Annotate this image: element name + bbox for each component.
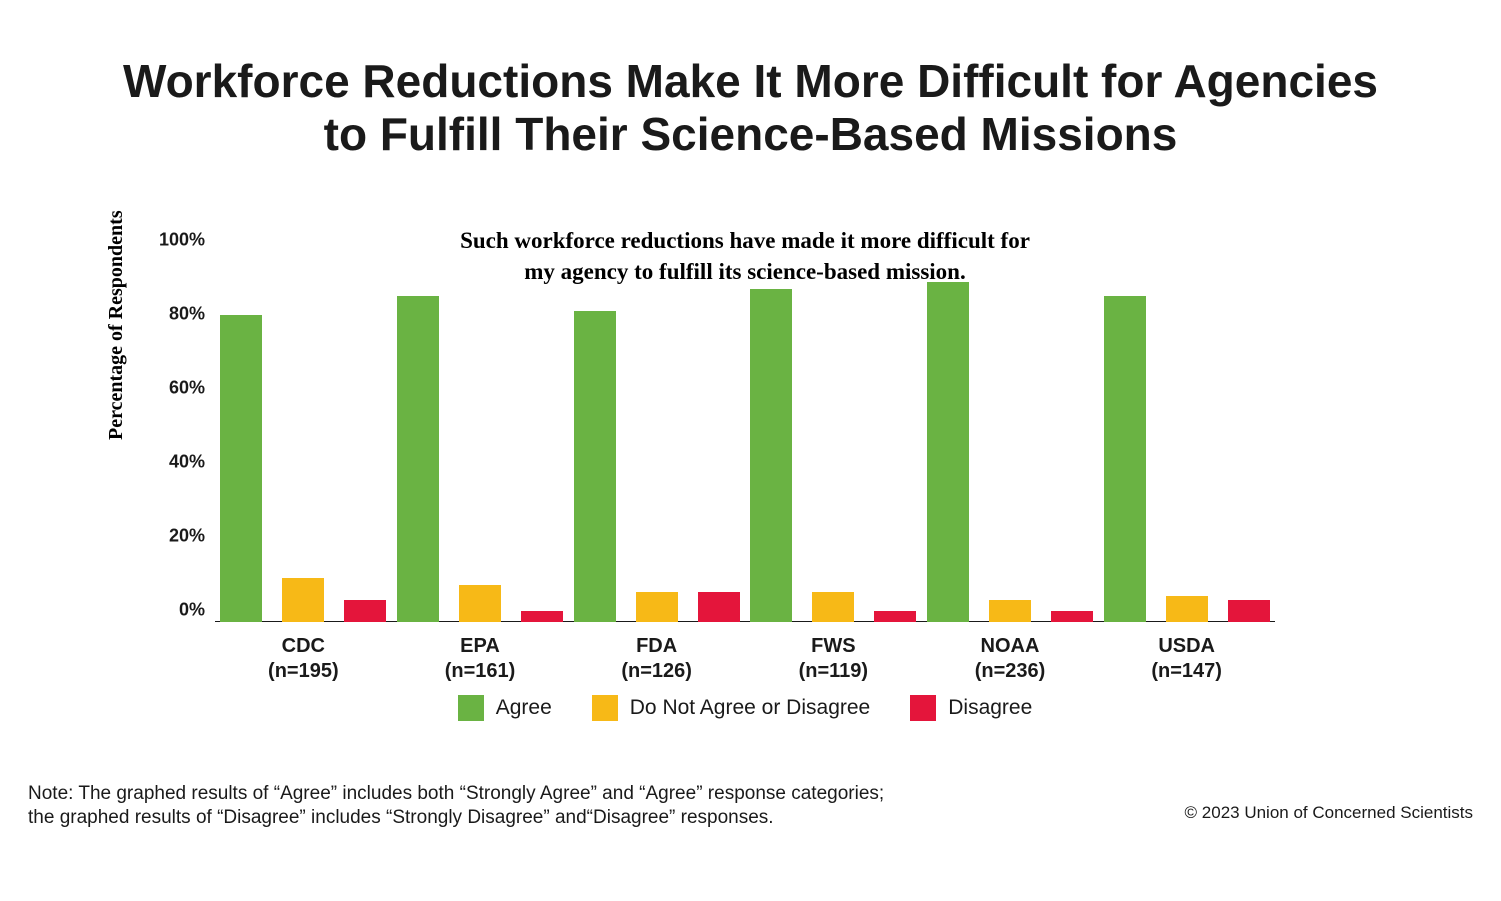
- category-group: FDA(n=126): [569, 252, 745, 622]
- bar-neutral: [459, 585, 501, 622]
- x-axis-label: CDC(n=195): [215, 622, 391, 684]
- legend-label: Agree: [496, 696, 552, 720]
- y-tick: 0%: [179, 600, 205, 621]
- legend-swatch: [910, 695, 936, 721]
- bar-agree: [927, 282, 969, 622]
- bar-agree: [750, 289, 792, 622]
- legend-item: Agree: [458, 695, 552, 721]
- x-axis-label: FWS(n=119): [745, 622, 921, 684]
- footnote-line-2: the graphed results of “Disagree” includ…: [28, 806, 884, 831]
- bar-agree: [220, 315, 262, 622]
- x-axis-label: FDA(n=126): [569, 622, 745, 684]
- bar-agree: [1104, 296, 1146, 622]
- y-tick: 40%: [169, 452, 205, 473]
- chart-title: Workforce Reductions Make It More Diffic…: [0, 0, 1501, 161]
- bar-neutral: [812, 592, 854, 622]
- y-axis-label: Percentage of Respondents: [105, 210, 128, 440]
- category-group: USDA(n=147): [1099, 252, 1275, 622]
- legend-label: Disagree: [948, 696, 1032, 720]
- legend-label: Do Not Agree or Disagree: [630, 696, 870, 720]
- bar-neutral: [282, 578, 324, 622]
- x-axis-label: USDA(n=147): [1099, 622, 1275, 684]
- x-axis-label: NOAA(n=236): [922, 622, 1098, 684]
- y-tick: 60%: [169, 378, 205, 399]
- footnote-line-1: Note: The graphed results of “Agree” inc…: [28, 782, 884, 807]
- legend-item: Disagree: [910, 695, 1032, 721]
- y-tick: 20%: [169, 526, 205, 547]
- bar-neutral: [636, 592, 678, 622]
- bar-neutral: [989, 600, 1031, 622]
- bar-disagree: [1228, 600, 1270, 622]
- y-tick: 80%: [169, 304, 205, 325]
- legend-item: Do Not Agree or Disagree: [592, 695, 870, 721]
- legend-swatch: [592, 695, 618, 721]
- legend-swatch: [458, 695, 484, 721]
- chart-plot-area: 0%20%40%60%80%100%CDC(n=195)EPA(n=161)FD…: [215, 252, 1275, 622]
- footnote: Note: The graphed results of “Agree” inc…: [28, 782, 884, 831]
- bar-disagree: [874, 611, 916, 622]
- bar-agree: [574, 311, 616, 622]
- bar-disagree: [1051, 611, 1093, 622]
- copyright: © 2023 Union of Concerned Scientists: [1185, 803, 1473, 823]
- y-tick: 100%: [159, 230, 205, 251]
- category-group: NOAA(n=236): [922, 252, 1098, 622]
- bar-neutral: [1166, 596, 1208, 622]
- category-group: CDC(n=195): [215, 252, 391, 622]
- bar-agree: [397, 296, 439, 622]
- x-axis-label: EPA(n=161): [392, 622, 568, 684]
- bar-disagree: [698, 592, 740, 622]
- category-group: FWS(n=119): [745, 252, 921, 622]
- bar-disagree: [344, 600, 386, 622]
- category-group: EPA(n=161): [392, 252, 568, 622]
- legend: Agree Do Not Agree or Disagree Disagree: [215, 695, 1275, 727]
- bar-disagree: [521, 611, 563, 622]
